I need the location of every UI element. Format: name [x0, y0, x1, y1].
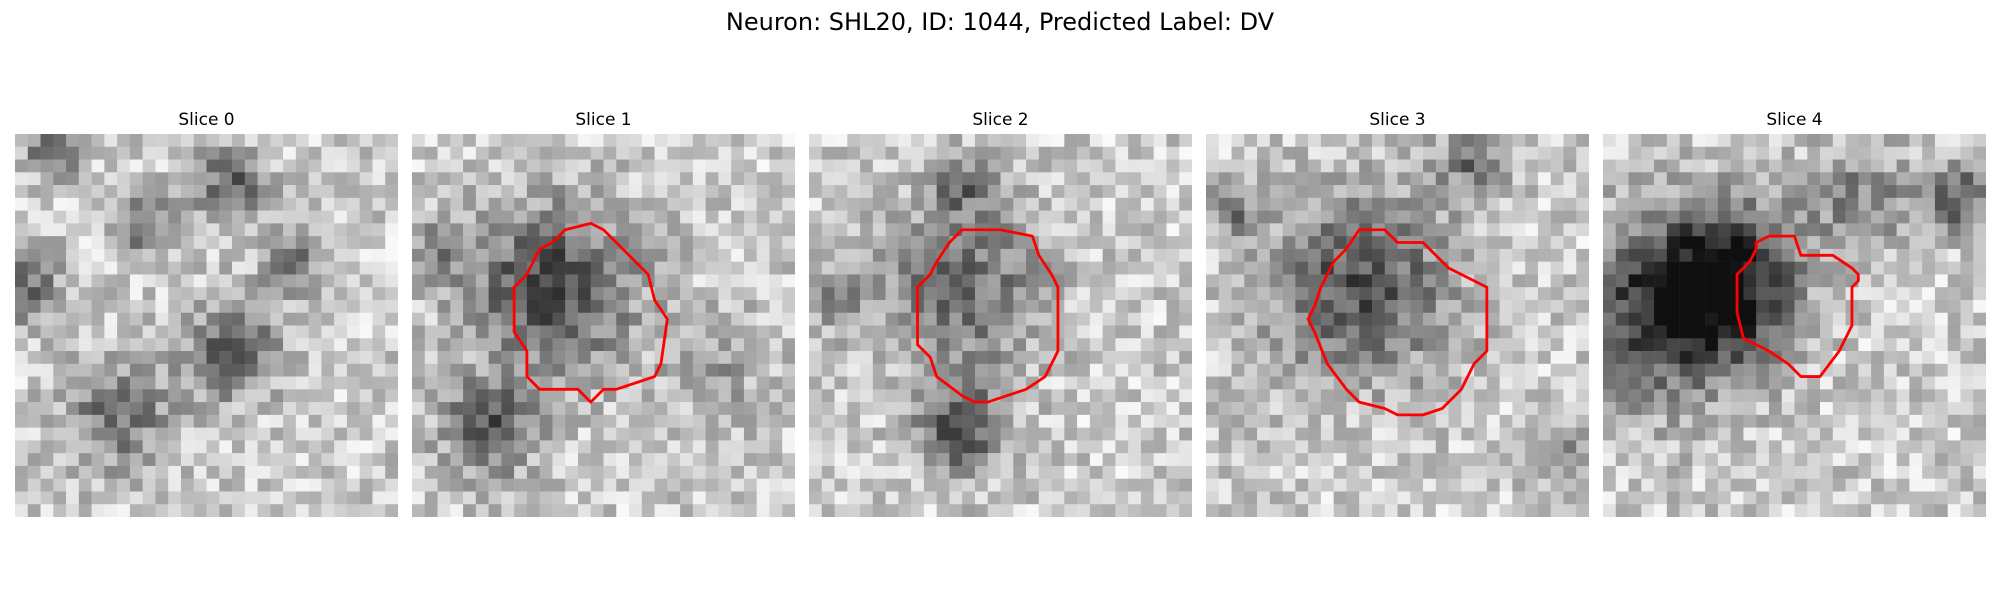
roi-outline [916, 228, 1060, 404]
slice-image [1603, 134, 1986, 517]
panel-title: Slice 4 [1766, 110, 1823, 130]
slice-image [412, 134, 795, 517]
panel-title: Slice 3 [1369, 110, 1426, 130]
slice-image-svg [412, 134, 795, 517]
panel-slice-0: Slice 0 [15, 108, 398, 517]
panel-title: Slice 2 [972, 110, 1029, 130]
slice-image-svg [1603, 134, 1986, 517]
slice-image [809, 134, 1192, 517]
roi-outline [512, 221, 669, 404]
panel-slice-3: Slice 3 [1206, 108, 1589, 517]
panel-title: Slice 1 [575, 110, 632, 130]
roi-outline [1306, 228, 1489, 417]
slice-image-svg [809, 134, 1192, 517]
roi-outline [1735, 234, 1860, 378]
panel-slice-4: Slice 4 [1603, 108, 1986, 517]
slice-image-svg [15, 134, 398, 517]
panel-slice-2: Slice 2 [809, 108, 1192, 517]
slice-image [1206, 134, 1589, 517]
slice-image-svg [1206, 134, 1589, 517]
figure-title: Neuron: SHL20, ID: 1044, Predicted Label… [725, 8, 1275, 36]
slice-image [15, 134, 398, 517]
panel-title: Slice 0 [178, 110, 235, 130]
panel-slice-1: Slice 1 [412, 108, 795, 517]
